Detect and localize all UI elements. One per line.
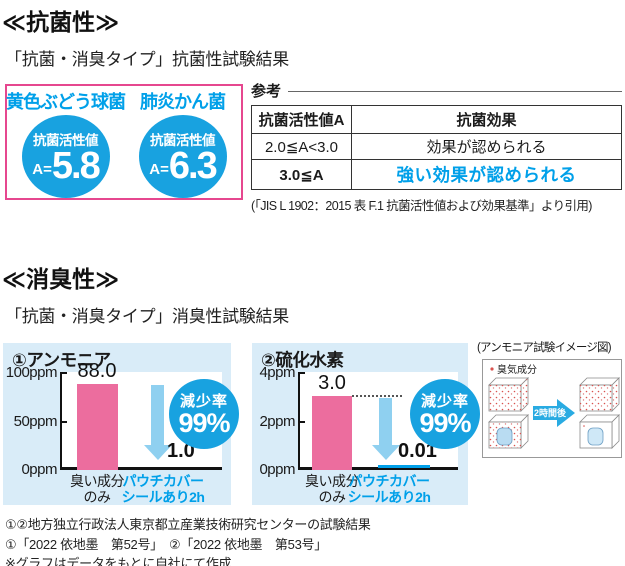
table-row: 2.0≦A<3.0 効果が認められる — [251, 133, 622, 160]
result-staphylococcus: 黄色ぶどう球菌 抗菌活性値 A= 5.8 — [6, 86, 126, 198]
range-cell: 2.0≦A<3.0 — [251, 133, 352, 160]
two-hours-arrow: 2時間後 — [533, 399, 575, 427]
antibacterial-result-box: 黄色ぶどう球菌 抗菌活性値 A= 5.8 肺炎かん菌 抗菌活性値 A= 6.3 — [5, 84, 243, 200]
footnote-line: ①②地方独立行政法人東京都立産業技術研究センターの試験結果 — [5, 517, 371, 532]
odor-dot-icon — [490, 367, 494, 371]
y-tick — [61, 372, 67, 374]
reduction-badge: 減少率 99% — [169, 379, 239, 449]
value-prefix: A= — [32, 161, 52, 178]
y-tick-label: 4ppm — [259, 364, 295, 381]
test-image-diagram: 臭気成分 2時間後 — [482, 359, 622, 458]
reduction-badge: 減少率 99% — [410, 379, 480, 449]
y-tick — [299, 372, 305, 374]
result-value-label: 0.01 — [398, 440, 437, 462]
reference-dotted-line — [352, 395, 402, 397]
deodorant-section-heading: ≪消臭性≫ — [2, 266, 120, 292]
decrease-arrow-head — [371, 445, 400, 460]
col-header-activity: 抗菌活性値A — [251, 105, 352, 134]
arrow-label: 2時間後 — [534, 407, 567, 418]
cube-odor-before — [488, 377, 529, 412]
bacteria-name: 黄色ぶどう球菌 — [6, 92, 126, 112]
diagram-legend: 臭気成分 — [497, 363, 537, 376]
badge-label: 減少率 — [179, 393, 228, 410]
y-tick-label: 100ppm — [5, 364, 58, 381]
bar-odor-only — [312, 396, 352, 470]
y-tick-label: 2ppm — [259, 413, 295, 430]
value-prefix: A= — [149, 161, 169, 178]
antibacterial-section-heading: ≪抗菌性≫ — [2, 9, 120, 35]
effect-cell: 効果が認められる — [351, 133, 622, 160]
x-label-pouch-cover: パウチカバー シールあり2h — [121, 473, 205, 506]
jis-citation: (「JIS L 1902：2015 表 F.1 抗菌活性値および効果基準」より引… — [251, 199, 592, 213]
decrease-arrow-head — [143, 445, 172, 460]
badge-percent: 99% — [419, 408, 471, 438]
activity-value: 5.8 — [51, 145, 101, 187]
cube-pouch-before — [488, 414, 529, 449]
bar-value-label: 3.0 — [318, 372, 346, 394]
deodorant-subtitle: 「抗菌・消臭タイプ」消臭性試験結果 — [5, 307, 289, 326]
y-tick-label: 0ppm — [21, 461, 57, 478]
chart-panel-hydrogen-sulfide: ②硫化水素 4ppm 2ppm 0ppm 3.0 0.01 減少率 99% 臭い… — [252, 343, 480, 506]
footnote-line: ①「2022 依地墨 第52号」 ②「2022 依地墨 第53号」 — [5, 536, 327, 552]
effect-criteria-table: 抗菌活性値A 抗菌効果 2.0≦A<3.0 効果が認められる 3.0≦A 強い効… — [251, 105, 622, 190]
reference-rule — [288, 91, 622, 92]
decrease-arrow — [379, 398, 392, 445]
activity-value-circle: 抗菌活性値 A= 5.8 — [21, 115, 110, 198]
bar-odor-only — [77, 384, 118, 470]
badge-percent: 99% — [178, 408, 230, 438]
activity-value-circle: 抗菌活性値 A= 6.3 — [138, 115, 227, 198]
chart-panel-ammonia: ①アンモニア 100ppm 50ppm 0ppm 88.0 1.0 減少率 99… — [3, 343, 239, 506]
table-header-row: 抗菌活性値A 抗菌効果 — [251, 105, 622, 134]
diagram-caption: (アンモニア試験イメージ図) — [477, 342, 612, 354]
badge-label: 減少率 — [420, 393, 469, 410]
y-tick — [299, 421, 305, 423]
footnote-line: ※グラフはデータをもとに自社にて作成 — [5, 556, 232, 566]
effect-cell: 強い効果が認められる — [351, 159, 622, 190]
bar-value-label: 88.0 — [77, 360, 117, 382]
result-pneumoniae: 肺炎かん菌 抗菌活性値 A= 6.3 — [124, 86, 241, 198]
y-tick-label: 50ppm — [13, 413, 58, 430]
reference-label: 参考 — [251, 83, 282, 100]
x-label-odor-only: 臭い成分 のみ — [305, 473, 360, 506]
test-diagram-illustration: 臭気成分 2時間後 — [488, 363, 620, 449]
chart-title: ①アンモニア — [12, 350, 111, 370]
reference-block: 参考 抗菌活性値A 抗菌効果 2.0≦A<3.0 効果が認められる 3.0≦A … — [251, 80, 622, 214]
y-tick-label: 0ppm — [259, 461, 295, 478]
metric-label: 抗菌活性値 — [33, 133, 99, 148]
x-label-odor-only: 臭い成分 のみ — [70, 473, 125, 506]
range-cell: 3.0≦A — [251, 159, 352, 190]
col-header-effect: 抗菌効果 — [351, 105, 622, 134]
x-label-pouch-cover: パウチカバー シールあり2h — [347, 473, 431, 506]
antibacterial-subtitle: 「抗菌・消臭タイプ」抗菌性試験結果 — [5, 50, 289, 69]
cube-pouch-after — [579, 414, 620, 449]
chart-title: ②硫化水素 — [261, 350, 344, 370]
y-tick — [61, 421, 67, 423]
activity-value: 6.3 — [168, 145, 218, 187]
footnotes: ①②地方独立行政法人東京都立産業技術研究センターの試験結果 ①「2022 依地墨… — [5, 515, 371, 566]
bacteria-name: 肺炎かん菌 — [140, 92, 226, 112]
decrease-arrow — [151, 385, 164, 445]
table-row: 3.0≦A 強い効果が認められる — [251, 159, 622, 190]
cube-odor-after — [579, 377, 620, 412]
metric-label: 抗菌活性値 — [150, 133, 216, 148]
near-zero-line — [378, 465, 430, 468]
